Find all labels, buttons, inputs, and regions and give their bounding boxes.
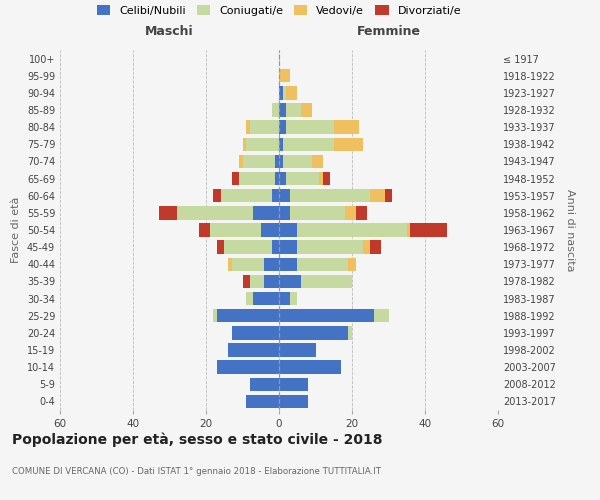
Bar [370,240,381,254]
Text: Popolazione per età, sesso e stato civile - 2018: Popolazione per età, sesso e stato civil… [12,432,383,447]
Bar [410,224,447,236]
Bar [319,172,323,186]
Bar [279,189,290,202]
Bar [334,120,359,134]
Bar [239,172,275,186]
Bar [246,138,279,151]
Bar [232,326,279,340]
Bar [224,240,272,254]
Bar [279,138,283,151]
Bar [217,309,279,322]
Bar [253,206,279,220]
Text: Maschi: Maschi [145,25,194,38]
Text: COMUNE DI VERCANA (CO) - Dati ISTAT 1° gennaio 2018 - Elaborazione TUTTITALIA.IT: COMUNE DI VERCANA (CO) - Dati ISTAT 1° g… [12,468,381,476]
Bar [283,86,286,100]
Bar [214,309,217,322]
Bar [279,172,286,186]
Bar [323,172,330,186]
Bar [272,240,279,254]
Bar [209,224,261,236]
Bar [272,189,279,202]
Bar [334,138,363,151]
Bar [279,240,297,254]
Bar [279,69,290,82]
Bar [217,360,279,374]
Legend: Celibi/Nubili, Coniugati/e, Vedovi/e, Divorziati/e: Celibi/Nubili, Coniugati/e, Vedovi/e, Di… [97,5,461,16]
Bar [275,154,279,168]
Bar [297,224,407,236]
Bar [228,258,232,271]
Bar [297,258,349,271]
Bar [349,258,356,271]
Bar [272,104,279,117]
Bar [279,326,349,340]
Bar [253,292,279,306]
Bar [275,172,279,186]
Bar [312,154,323,168]
Bar [158,206,177,220]
Bar [290,189,370,202]
Bar [349,326,352,340]
Bar [261,224,279,236]
Bar [370,189,385,202]
Bar [239,154,242,168]
Bar [250,120,279,134]
Bar [290,206,344,220]
Bar [279,86,283,100]
Bar [228,344,279,356]
Bar [290,292,297,306]
Bar [344,206,356,220]
Bar [283,154,312,168]
Bar [232,258,265,271]
Bar [279,104,286,117]
Bar [301,104,312,117]
Bar [279,274,301,288]
Bar [279,206,290,220]
Bar [232,172,239,186]
Bar [279,224,297,236]
Bar [279,258,297,271]
Bar [246,120,250,134]
Bar [265,274,279,288]
Bar [385,189,392,202]
Bar [279,309,374,322]
Bar [286,120,334,134]
Bar [283,138,334,151]
Text: Femmine: Femmine [356,25,421,38]
Bar [242,138,246,151]
Bar [265,258,279,271]
Bar [199,224,209,236]
Bar [217,240,224,254]
Bar [286,104,301,117]
Y-axis label: Fasce di età: Fasce di età [11,197,21,263]
Bar [242,274,250,288]
Bar [363,240,370,254]
Bar [279,394,308,408]
Bar [297,240,363,254]
Bar [250,274,265,288]
Bar [286,86,297,100]
Bar [177,206,253,220]
Bar [279,120,286,134]
Bar [242,154,275,168]
Bar [286,172,319,186]
Bar [221,189,272,202]
Bar [301,274,352,288]
Bar [214,189,221,202]
Bar [407,224,410,236]
Bar [356,206,367,220]
Y-axis label: Anni di nascita: Anni di nascita [565,188,575,271]
Bar [279,360,341,374]
Bar [374,309,389,322]
Bar [279,154,283,168]
Bar [246,292,253,306]
Bar [250,378,279,391]
Bar [279,292,290,306]
Bar [279,378,308,391]
Bar [279,344,316,356]
Bar [246,394,279,408]
